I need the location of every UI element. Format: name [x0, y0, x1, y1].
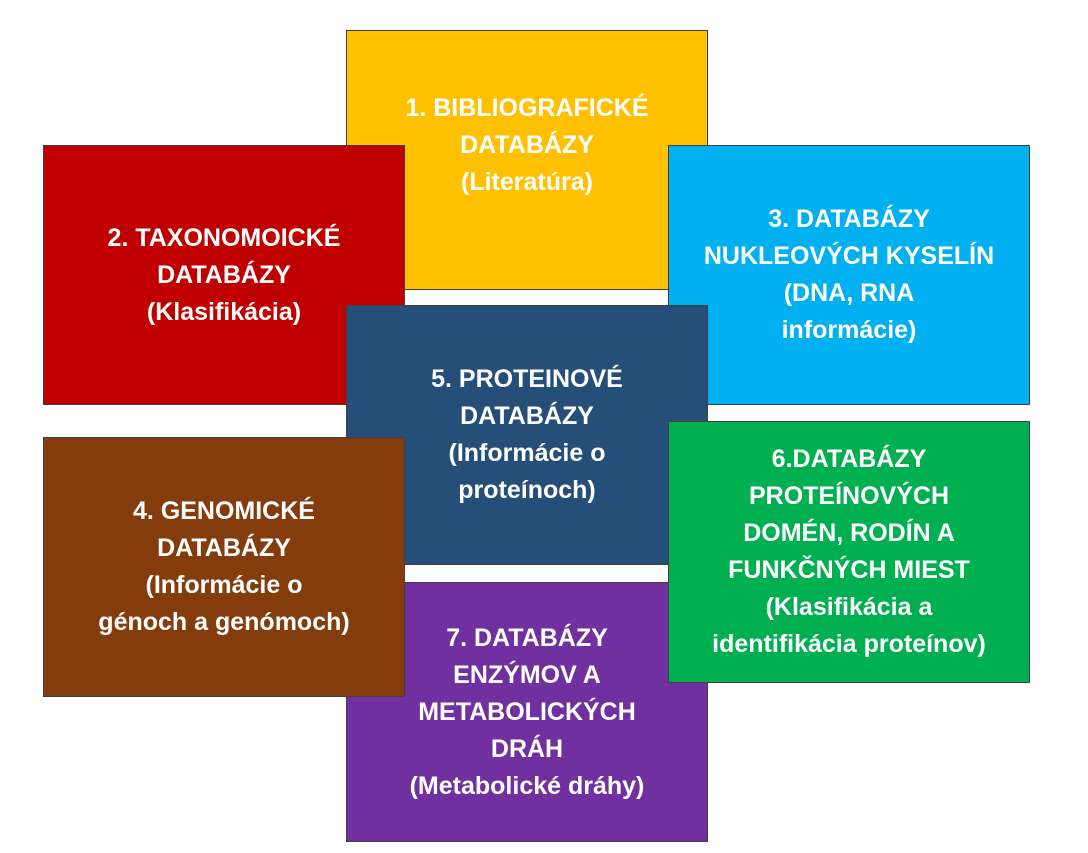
box-text: ENZÝMOV A — [453, 660, 601, 689]
database-box: 4. GENOMICKÉ DATABÁZY (Informácie o génoch … — [43, 437, 405, 697]
database-box: 6.DATABÁZY PROTEÍNOVÝCH DOMÉN, RODÍN A FUNK… — [668, 421, 1030, 683]
box-text: 5. PROTEINOVÉ — [431, 365, 623, 393]
box-text: informácie) — [781, 316, 917, 344]
box-text: (Informácie o — [145, 571, 303, 599]
database-box: 7. DATABÁZY ENZÝMOV A METABOLICKÝCH DRÁH (Me… — [346, 582, 708, 842]
box-text: DATABÁZY — [460, 402, 594, 430]
box-text: PROTEÍNOVÝCH — [748, 482, 950, 510]
box-text: proteínoch) — [458, 476, 596, 504]
box-text: DATABÁZY — [157, 260, 291, 289]
database-box: 5. PROTEINOVÉ DATABÁZY (Informácie o proteí… — [346, 305, 708, 565]
box-text: 6.DATABÁZY — [771, 445, 927, 473]
box-text: 2. TAXONOMOICKÉ — [107, 223, 341, 252]
database-box: 2. TAXONOMOICKÉ DATABÁZY (Klasifikácia) — [43, 145, 405, 405]
box-text: METABOLICKÝCH — [418, 697, 636, 726]
database-box: 3. DATABÁZY NUKLEOVÝCH KYSELÍN (DNA, RNA in… — [668, 145, 1030, 405]
box-text: (Metabolické dráhy) — [409, 771, 645, 800]
box-text: NUKLEOVÝCH KYSELÍN — [703, 242, 995, 270]
box-text: 7. DATABÁZY — [446, 623, 608, 652]
box-text: DOMÉN, RODÍN A — [743, 519, 955, 547]
box-text: génoch a genómoch) — [98, 608, 350, 636]
box-text: (Klasifikácia) — [146, 297, 302, 326]
box-text: (Klasifikácia a — [765, 593, 933, 621]
box-text: FUNKČNÝCH MIEST — [728, 556, 970, 584]
box-text: (Informácie o — [448, 439, 606, 467]
database-box: 1. BIBLIOGRAFICKÉ DATABÁZY (Literatúra) — [346, 30, 708, 290]
box-text: (DNA, RNA — [783, 279, 915, 307]
box-text: DATABÁZY — [157, 534, 291, 562]
box-text: (Literatúra) — [461, 167, 593, 196]
box-text: 3. DATABÁZY — [768, 205, 930, 233]
box-text: identifikácia proteínov) — [712, 630, 986, 658]
box-text: DATABÁZY — [460, 130, 594, 159]
box-text: DRÁH — [490, 734, 564, 763]
box-text: 4. GENOMICKÉ — [133, 497, 315, 525]
box-text: 1. BIBLIOGRAFICKÉ — [405, 93, 649, 122]
